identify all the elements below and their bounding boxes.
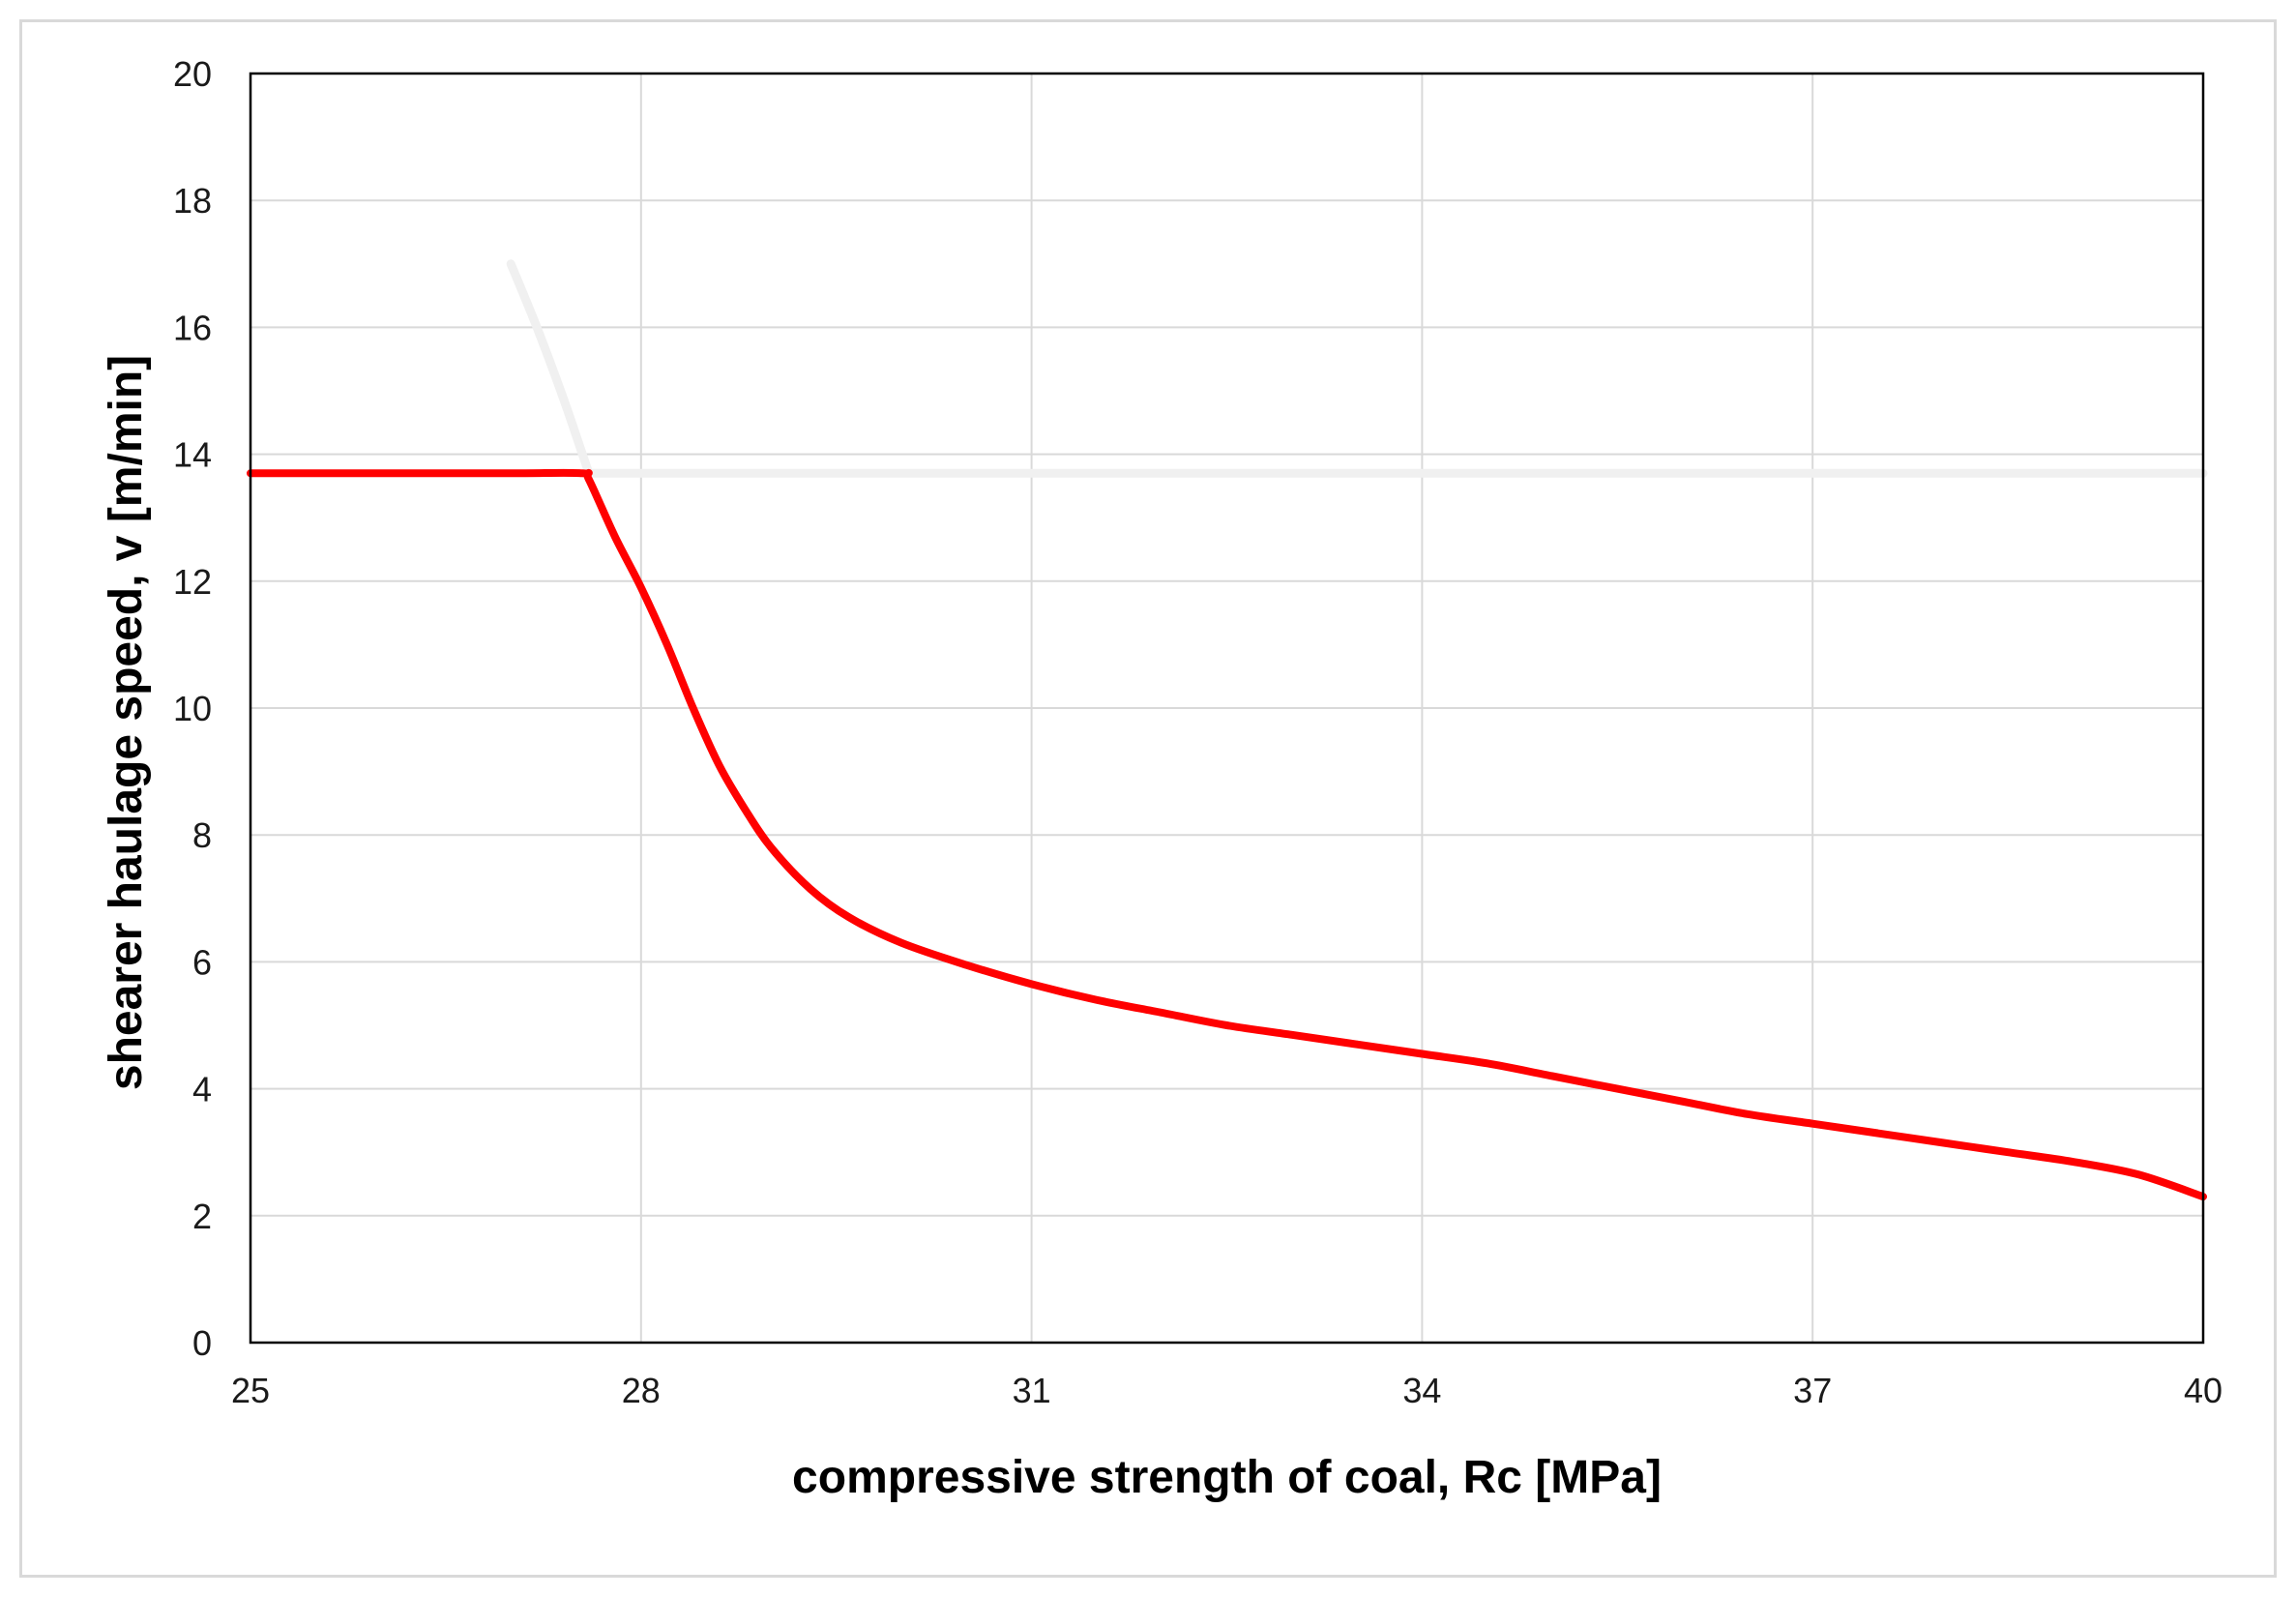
x-tick-label-40: 40 xyxy=(2184,1371,2222,1410)
x-tick-label-25: 25 xyxy=(231,1371,270,1410)
series-line-capacity-limit-faded xyxy=(506,259,594,478)
y-tick-label-20: 20 xyxy=(173,54,212,94)
y-tick-label-10: 10 xyxy=(173,689,212,728)
y-tick-label-18: 18 xyxy=(173,181,212,221)
horizontal-gridlines xyxy=(250,73,2203,1344)
x-axis-title: compressive strength of coal, Rc [MPa] xyxy=(792,1452,1662,1503)
x-tick-label-34: 34 xyxy=(1402,1371,1441,1410)
chart-frame xyxy=(19,19,2277,1578)
x-tick-labels: 25 28 31 34 37 40 xyxy=(231,1371,2222,1410)
y-tick-label-8: 8 xyxy=(192,815,212,855)
y-tick-label-0: 0 xyxy=(192,1323,212,1363)
y-tick-label-12: 12 xyxy=(173,562,212,602)
y-tick-label-4: 4 xyxy=(192,1070,212,1109)
y-tick-labels: 0 2 4 6 8 10 12 14 16 18 20 xyxy=(173,54,212,1363)
y-axis-title: shearer haulage speed, v [m/min] xyxy=(101,355,152,1090)
y-tick-label-14: 14 xyxy=(173,435,212,475)
series-layer xyxy=(247,259,2208,1201)
series-line-haulage-speed-limit xyxy=(247,468,2207,1201)
x-tick-label-37: 37 xyxy=(1793,1371,1832,1410)
plot-area-border xyxy=(249,72,2205,1345)
x-tick-label-28: 28 xyxy=(622,1371,661,1410)
y-tick-label-16: 16 xyxy=(173,308,212,347)
y-tick-label-6: 6 xyxy=(192,942,212,982)
x-tick-label-31: 31 xyxy=(1013,1371,1051,1410)
y-tick-label-2: 2 xyxy=(192,1197,212,1236)
